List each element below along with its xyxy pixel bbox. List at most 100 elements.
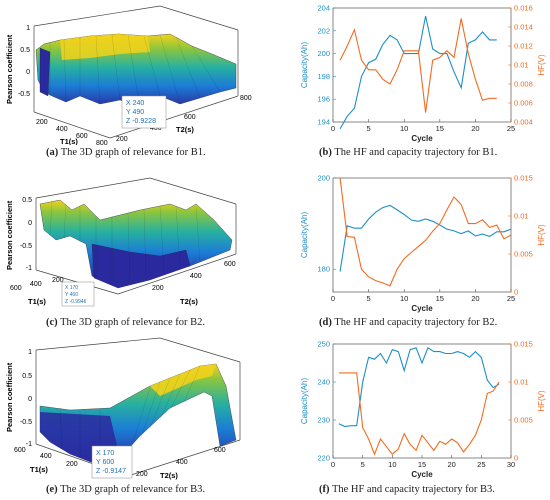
- yl-tick-f-1: 230: [317, 416, 330, 425]
- x-axis-label-d: Cycle: [411, 304, 433, 313]
- yr-tick-d-3: 0.015: [514, 174, 533, 183]
- y-tick-a-3: 800: [240, 95, 252, 102]
- x-tick-a-3: 800: [96, 140, 108, 145]
- yr-tick-d-2: 0.01: [514, 212, 529, 221]
- x-tick-a-1: 400: [56, 126, 68, 133]
- line-chart-b: 0 5 10 15 20 25 194 196 198 200 202 204 0.004 0.006 0.…: [300, 4, 546, 144]
- datatip-c-z: Z -0.9946: [65, 299, 87, 305]
- yr-tick-b-4: 0.012: [514, 42, 533, 51]
- z-tick-e-1: 0.5: [22, 373, 32, 380]
- surface-panel-c: Pearson coefficient 0.5 0 -0.5 -1 200 40…: [0, 170, 275, 332]
- x-tick-b-0: 0: [331, 124, 335, 133]
- z-tick-a-3: -0.5: [18, 91, 30, 98]
- z-tick-a-0: 1: [26, 25, 30, 32]
- datatip-c-y: Y 460: [65, 292, 78, 298]
- surface-plot-c: Pearson coefficient 0.5 0 -0.5 -1 200 40…: [5, 177, 237, 307]
- x-tick-f-2: 10: [388, 460, 396, 469]
- caption-e: (e) The 3D graph of relevance for B3.: [46, 484, 205, 495]
- yr-tick-d-1: 0.005: [514, 250, 533, 259]
- hf-series-line-d: [339, 177, 512, 287]
- datatip-e[interactable]: X 170 Y 600 Z -0.9147: [91, 445, 133, 479]
- x-tick-c-0: 200: [52, 277, 64, 284]
- x-tick-b-3: 15: [436, 124, 444, 133]
- x-tick-f-5: 25: [477, 460, 485, 469]
- y-right-axis-label-b: HF(V): [537, 54, 546, 76]
- yr-tick-f-0: 0: [514, 454, 518, 463]
- yr-tick-b-6: 0.016: [514, 4, 533, 13]
- x-tick-e-2: 600: [14, 447, 26, 454]
- yl-tick-b-1: 196: [317, 95, 330, 104]
- yr-tick-f-2: 0.01: [514, 378, 529, 387]
- z-tick-c-1: 0: [28, 220, 32, 227]
- x-tick-f-4: 20: [447, 460, 455, 469]
- y-tick-c-0: 200: [152, 285, 164, 292]
- surface-panel-e: Pearson coefficient 1 0.5 0 -0.5 -1 200 …: [0, 336, 275, 500]
- line-chart-f: 0 5 10 15 20 25 30 220 230 240 250 0 0.005 0.01 0.015 C…: [300, 340, 546, 480]
- x-tick-e-0: 200: [66, 461, 78, 468]
- line-panel-d: 0 5 10 15 20 25 180 200 0 0.005 0.01 0.015 Cycle Capa…: [275, 170, 550, 332]
- yl-tick-b-3: 200: [317, 49, 330, 58]
- y-tick-e-2: 600: [214, 447, 226, 454]
- yl-tick-f-2: 240: [317, 378, 330, 387]
- x-tick-c-2: 600: [10, 285, 22, 292]
- y-tick-a-0: 200: [116, 136, 128, 143]
- caption-b: (b) The HF and capacity trajectory for B…: [319, 147, 498, 158]
- x-tick-d-4: 20: [471, 294, 479, 303]
- x-tick-a-2: 600: [76, 133, 88, 140]
- x-tick-b-2: 10: [400, 124, 408, 133]
- yl-tick-d-0: 180: [317, 265, 330, 274]
- y-axis-label-a: T2(s): [176, 125, 194, 134]
- yl-tick-b-0: 194: [317, 118, 330, 127]
- line-panel-b: 0 5 10 15 20 25 194 196 198 200 202 204 0.004 0.006 0.…: [275, 0, 550, 162]
- y-right-axis-label-f: HF(V): [537, 390, 546, 412]
- surface-plot-e: Pearson coefficient 1 0.5 0 -0.5 -1 200 …: [5, 337, 241, 480]
- yr-tick-f-3: 0.015: [514, 340, 533, 349]
- z-tick-a-2: 0: [26, 69, 30, 76]
- caption-d: (d) The HF and capacity trajectory for B…: [319, 317, 498, 328]
- x-axis-label-c: T1(s): [28, 297, 46, 306]
- datatip-a-z: Z -0.9228: [126, 118, 156, 125]
- plot-frame-d: [332, 177, 512, 293]
- datatip-a[interactable]: X 240 Y 490 Z -0.9228: [121, 95, 167, 129]
- yr-tick-b-3: 0.01: [514, 61, 529, 70]
- capacity-series-line-d: [339, 204, 512, 272]
- z-tick-c-3: -1: [26, 265, 32, 272]
- x-tick-c-1: 400: [30, 281, 42, 288]
- x-tick-d-2: 10: [400, 294, 408, 303]
- y-tick-e-1: 400: [176, 459, 188, 466]
- yr-tick-d-0: 0: [514, 288, 518, 297]
- yl-tick-f-0: 220: [317, 454, 330, 463]
- yl-tick-f-3: 250: [317, 340, 330, 349]
- x-tick-f-3: 15: [418, 460, 426, 469]
- caption-f: (f) The HF and capacity trajectory for B…: [319, 484, 495, 495]
- yr-tick-b-2: 0.008: [514, 80, 533, 89]
- plot-frame-b: [332, 7, 512, 123]
- x-tick-b-1: 5: [367, 124, 371, 133]
- x-tick-b-4: 20: [471, 124, 479, 133]
- y-right-axis-label-d: HF(V): [537, 224, 546, 246]
- z-tick-e-4: -1: [26, 441, 32, 448]
- x-tick-d-0: 0: [331, 294, 335, 303]
- capacity-series-line-f: [338, 346, 500, 428]
- yr-tick-b-1: 0.006: [514, 99, 533, 108]
- datatip-a-y: Y 490: [126, 109, 144, 116]
- yl-tick-d-1: 200: [317, 174, 330, 183]
- yr-tick-b-5: 0.014: [514, 23, 533, 32]
- datatip-c[interactable]: X 170 Y 460 Z -0.9946: [61, 281, 95, 307]
- datatip-e-y: Y 600: [96, 459, 114, 466]
- x-axis-label-b: Cycle: [411, 134, 433, 143]
- surface-panel-a: Pearson coefficient 1 0.5 0 -0.5 200 400…: [0, 0, 275, 162]
- yr-tick-b-0: 0.004: [514, 118, 533, 127]
- hf-series-line-f: [338, 372, 500, 456]
- y-tick-c-1: 400: [190, 273, 202, 280]
- x-tick-d-1: 5: [367, 294, 371, 303]
- yl-tick-b-2: 198: [317, 72, 330, 81]
- x-tick-f-6: 30: [507, 460, 515, 469]
- caption-c: (c) The 3D graph of relevance for B2.: [46, 317, 205, 328]
- x-axis-label-e: T1(s): [30, 465, 48, 474]
- y-tick-e-0: 200: [136, 471, 148, 478]
- z-axis-label-e: Pearson coefficient: [5, 362, 14, 432]
- x-axis-label-a: T1(s): [60, 137, 78, 145]
- y-axis-label-c: T2(s): [180, 297, 198, 306]
- z-axis-label-c: Pearson coefficient: [5, 200, 14, 270]
